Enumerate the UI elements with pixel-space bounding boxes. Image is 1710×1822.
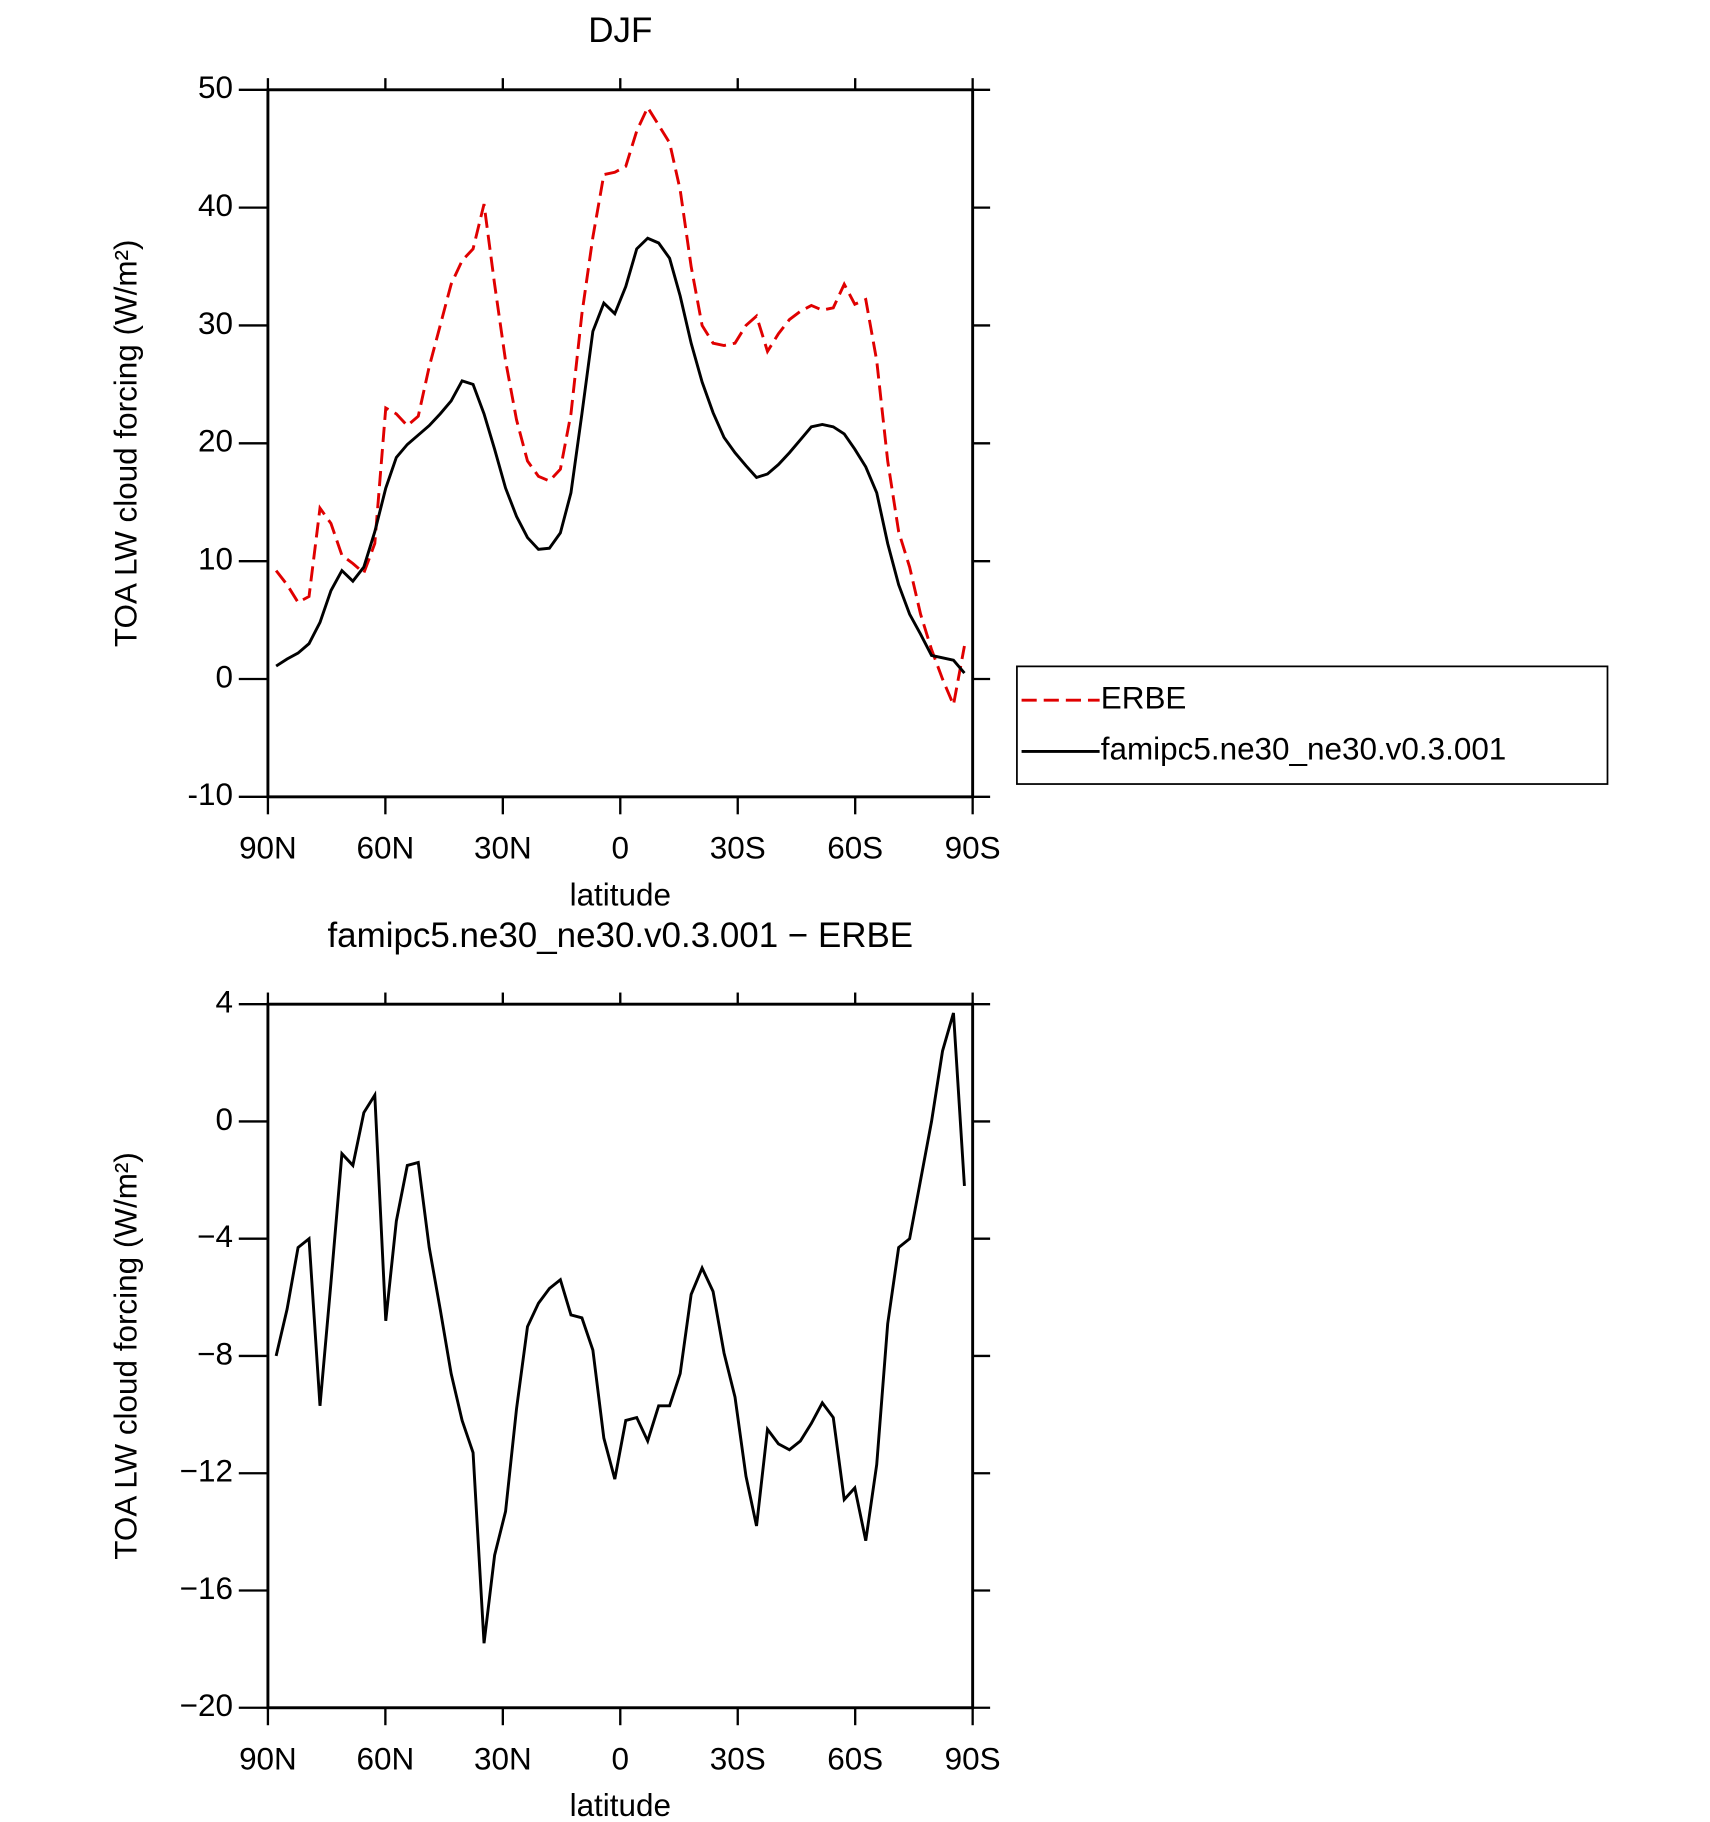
y-tick-label: −4 — [197, 1219, 233, 1254]
x-tick-label: 60N — [357, 831, 415, 866]
x-tick-label: 90N — [239, 1742, 297, 1777]
x-tick-label: 30S — [710, 1742, 766, 1777]
y-tick-label: −16 — [180, 1571, 233, 1606]
y-tick-label: 30 — [198, 306, 233, 341]
y-tick-label: −20 — [180, 1688, 233, 1723]
y-axis-label: TOA LW cloud forcing (W/m²) — [108, 1152, 143, 1560]
y-tick-label: 0 — [215, 659, 232, 694]
chart-title: famipc5.ne30_ne30.v0.3.001 − ERBE — [327, 916, 913, 955]
x-tick-label: 0 — [612, 831, 629, 866]
x-tick-label: 30N — [474, 1742, 532, 1777]
x-tick-label: 0 — [612, 1742, 629, 1777]
y-tick-label: 10 — [198, 541, 233, 576]
y-tick-label: 50 — [198, 70, 233, 105]
x-tick-label: 90S — [945, 1742, 1001, 1777]
chart-title: DJF — [588, 11, 652, 50]
x-axis-label: latitude — [570, 877, 671, 912]
y-tick-label: 40 — [198, 188, 233, 223]
y-tick-label: −12 — [180, 1454, 233, 1489]
data-line — [274, 1012, 966, 1644]
y-tick-label: −8 — [197, 1336, 233, 1371]
y-tick-label: -10 — [188, 777, 233, 812]
y-axis-label: TOA LW cloud forcing (W/m²) — [108, 240, 143, 648]
x-tick-label: 30S — [710, 831, 766, 866]
plot-frame — [266, 88, 975, 799]
plot-frame — [266, 1002, 975, 1710]
legend-box — [1016, 665, 1609, 785]
x-tick-label: 60S — [827, 1742, 883, 1777]
x-tick-label: 90N — [239, 831, 297, 866]
legend-label: famipc5.ne30_ne30.v0.3.001 — [1101, 732, 1507, 767]
x-axis-label: latitude — [570, 1788, 671, 1822]
x-tick-label: 90S — [945, 831, 1001, 866]
data-line — [274, 104, 966, 710]
legend-label: ERBE — [1101, 680, 1187, 715]
data-line — [275, 236, 966, 675]
x-tick-label: 60S — [827, 831, 883, 866]
x-tick-label: 60N — [357, 1742, 415, 1777]
x-tick-label: 30N — [474, 831, 532, 866]
y-tick-label: 0 — [215, 1102, 232, 1137]
y-tick-label: 4 — [215, 985, 232, 1020]
y-tick-label: 20 — [198, 424, 233, 459]
